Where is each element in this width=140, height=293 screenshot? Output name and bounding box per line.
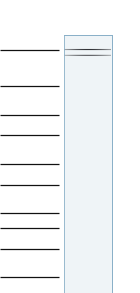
Bar xyxy=(64,35,112,293)
